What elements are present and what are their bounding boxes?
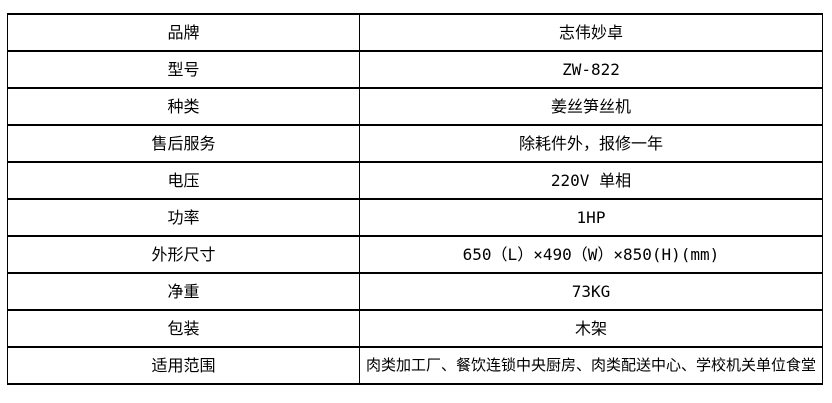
product-spec-table: 品牌 志伟妙卓 型号 ZW-822 种类 姜丝笋丝机 售后服务 除耗件外，报修一… — [7, 13, 823, 385]
spec-row-after-sales: 售后服务 除耗件外，报修一年 — [7, 124, 823, 163]
spec-row-brand: 品牌 志伟妙卓 — [7, 13, 823, 52]
spec-value-brand: 志伟妙卓 — [359, 13, 823, 52]
spec-value-net-weight: 73KG — [359, 272, 823, 311]
spec-value-application-scope: 肉类加工厂、餐饮连锁中央厨房、肉类配送中心、学校机关单位食堂 — [359, 346, 823, 385]
spec-label-brand: 品牌 — [7, 13, 360, 52]
spec-label-voltage: 电压 — [7, 161, 360, 200]
spec-row-net-weight: 净重 73KG — [7, 272, 823, 311]
spec-label-dimensions: 外形尺寸 — [7, 235, 360, 274]
spec-row-voltage: 电压 220V 单相 — [7, 161, 823, 200]
spec-label-net-weight: 净重 — [7, 272, 360, 311]
spec-label-model: 型号 — [7, 50, 360, 89]
spec-value-voltage: 220V 单相 — [359, 161, 823, 200]
spec-row-dimensions: 外形尺寸 650（L）×490（W）×850(H)(mm) — [7, 235, 823, 274]
spec-value-type: 姜丝笋丝机 — [359, 87, 823, 126]
spec-row-model: 型号 ZW-822 — [7, 50, 823, 89]
spec-value-packaging: 木架 — [359, 309, 823, 348]
spec-label-power: 功率 — [7, 198, 360, 237]
spec-value-power: 1HP — [359, 198, 823, 237]
spec-row-power: 功率 1HP — [7, 198, 823, 237]
spec-label-type: 种类 — [7, 87, 360, 126]
spec-row-application-scope: 适用范围 肉类加工厂、餐饮连锁中央厨房、肉类配送中心、学校机关单位食堂 — [7, 346, 823, 385]
spec-label-after-sales: 售后服务 — [7, 124, 360, 163]
spec-row-packaging: 包装 木架 — [7, 309, 823, 348]
spec-value-dimensions: 650（L）×490（W）×850(H)(mm) — [359, 235, 823, 274]
spec-value-after-sales: 除耗件外，报修一年 — [359, 124, 823, 163]
spec-label-packaging: 包装 — [7, 309, 360, 348]
spec-value-model: ZW-822 — [359, 50, 823, 89]
spec-label-application-scope: 适用范围 — [7, 346, 360, 385]
spec-row-type: 种类 姜丝笋丝机 — [7, 87, 823, 126]
